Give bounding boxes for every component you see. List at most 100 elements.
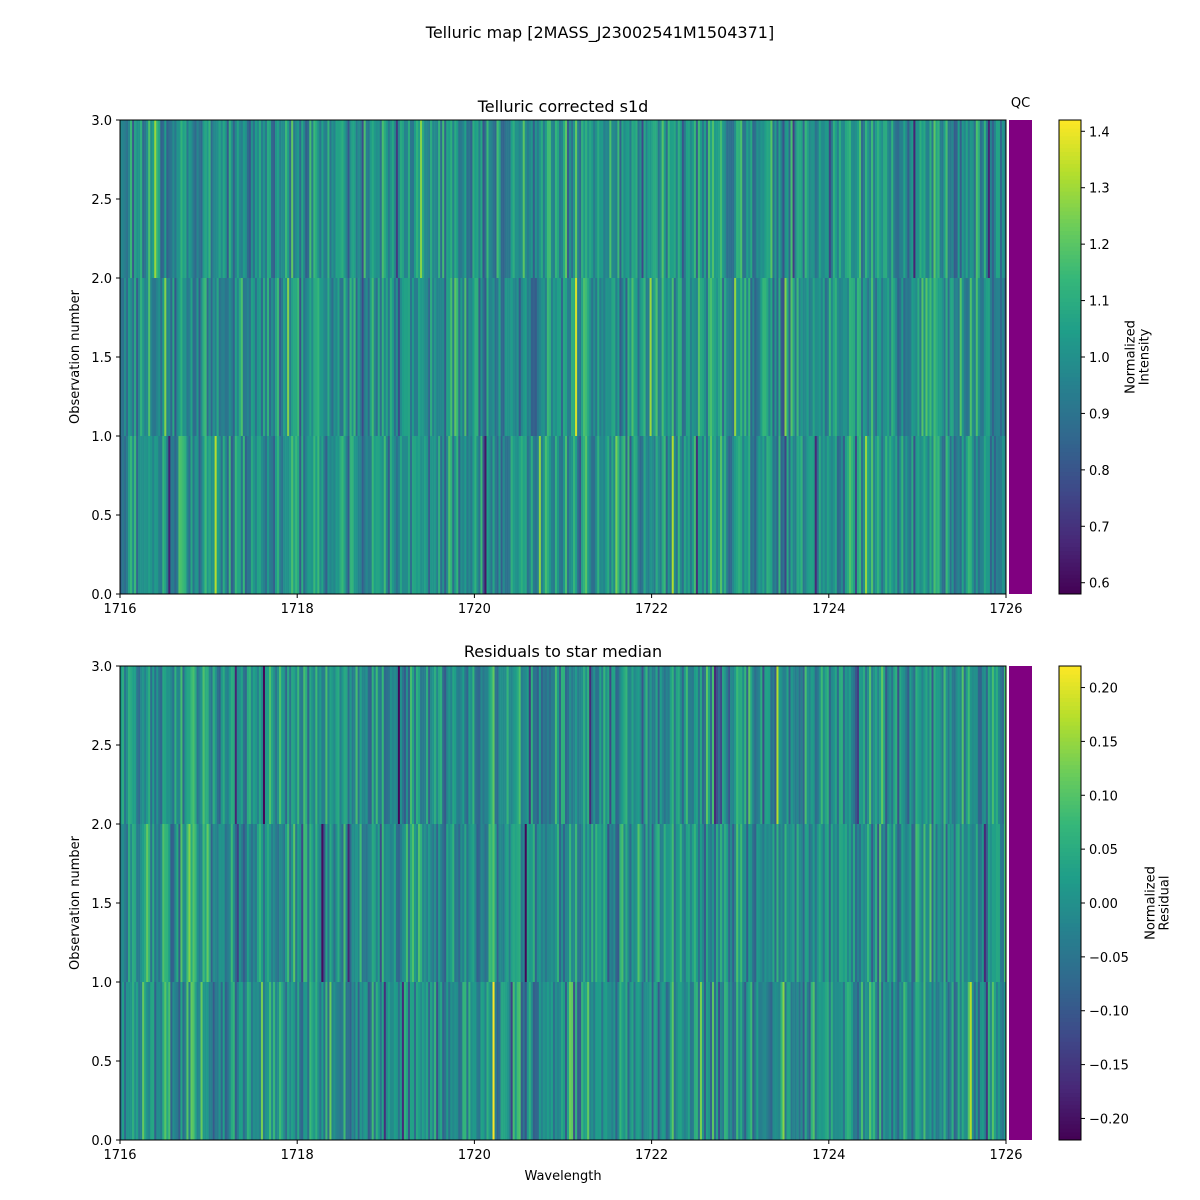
heatmap-cell <box>530 120 534 278</box>
heatmap-cell <box>748 120 751 278</box>
colorbar-segment <box>1059 784 1081 789</box>
heatmap-cell <box>921 666 924 824</box>
heatmap-cell <box>200 278 203 436</box>
heatmap-cell <box>877 982 880 1140</box>
heatmap-cell <box>768 666 771 824</box>
heatmap-cell <box>416 278 419 436</box>
heatmap-cell <box>438 824 441 982</box>
heatmap-cell <box>716 436 719 594</box>
heatmap-cell <box>222 824 226 982</box>
heatmap-cell <box>621 436 624 594</box>
heatmap-cell <box>901 666 904 824</box>
heatmap-cell <box>492 278 495 436</box>
heatmap-cell <box>220 120 223 278</box>
heatmap-cell <box>285 278 288 436</box>
heatmap-cell <box>605 982 608 1140</box>
heatmap-cell <box>850 120 854 278</box>
colorbar-tick-label: 0.9 <box>1089 407 1110 422</box>
heatmap-cell <box>540 120 544 278</box>
heatmap-cell <box>854 982 858 1140</box>
heatmap-cell <box>740 436 743 594</box>
heatmap-cell <box>307 982 310 1140</box>
heatmap-cell <box>150 436 153 594</box>
heatmap-cell <box>591 278 594 436</box>
heatmap-cell <box>512 278 515 436</box>
heatmap-cell <box>363 278 366 436</box>
colorbar-tick-label: −0.05 <box>1089 951 1129 966</box>
heatmap-cell <box>899 824 902 982</box>
heatmap-cell <box>655 982 658 1140</box>
heatmap-cell <box>810 436 813 594</box>
heatmap-cell <box>846 824 850 982</box>
colorbar-segment <box>1059 487 1081 492</box>
heatmap-cell <box>571 436 574 594</box>
heatmap-cell <box>985 666 989 824</box>
heatmap-cell <box>716 278 719 436</box>
heatmap-cell <box>550 120 554 278</box>
heatmap-cell <box>842 436 846 594</box>
heatmap-cell <box>750 982 753 1140</box>
heatmap-cell <box>567 666 570 824</box>
heatmap-cell <box>413 824 417 982</box>
heatmap-cell <box>450 120 453 278</box>
heatmap-cell <box>969 436 973 594</box>
heatmap-cell <box>999 666 1003 824</box>
heatmap-cell <box>1001 120 1005 278</box>
heatmap-cell <box>999 436 1003 594</box>
heatmap-cell <box>258 824 262 982</box>
colorbar-segment <box>1059 439 1081 445</box>
heatmap-cell <box>482 120 485 278</box>
colorbar-segment <box>1059 179 1081 184</box>
heatmap-cell <box>315 824 318 982</box>
heatmap-cell <box>188 666 191 824</box>
heatmap-cell <box>347 824 350 982</box>
heatmap-cell <box>160 436 163 594</box>
heatmap-cell <box>244 436 248 594</box>
heatmap-cell <box>285 824 288 982</box>
heatmap-cell <box>240 982 244 1140</box>
colorbar-segment <box>1059 250 1081 255</box>
heatmap-cell <box>341 982 344 1140</box>
heatmap-cell <box>748 666 751 824</box>
heatmap-cell <box>917 824 920 982</box>
heatmap-cell <box>508 120 511 278</box>
heatmap-cell <box>373 436 377 594</box>
heatmap-cell <box>609 436 612 594</box>
heatmap-cell <box>498 982 501 1140</box>
heatmap-cell <box>764 982 767 1140</box>
heatmap-cell <box>752 824 755 982</box>
heatmap-cell <box>907 824 910 982</box>
heatmap-cell <box>554 824 558 982</box>
heatmap-cell <box>492 824 495 982</box>
heatmap-cell <box>518 824 522 982</box>
heatmap-cell <box>913 278 916 436</box>
heatmap-cell <box>897 824 900 982</box>
heatmap-cell <box>603 436 606 594</box>
colorbar-segment <box>1059 1084 1081 1090</box>
heatmap-cell <box>919 120 922 278</box>
heatmap-cell <box>355 436 358 594</box>
heatmap-cell <box>206 120 209 278</box>
heatmap-cell <box>212 982 215 1140</box>
heatmap-cell <box>929 120 932 278</box>
heatmap-cell <box>468 120 471 278</box>
colorbar-segment <box>1059 748 1081 754</box>
heatmap-cell <box>645 120 648 278</box>
heatmap-cell <box>454 982 457 1140</box>
heatmap-cell <box>528 278 532 436</box>
heatmap-cell <box>891 982 894 1140</box>
heatmap-cell <box>198 436 201 594</box>
heatmap-cell <box>240 436 244 594</box>
heatmap-cell <box>309 436 312 594</box>
heatmap-cell <box>462 120 465 278</box>
heatmap-cell <box>939 666 942 824</box>
heatmap-cell <box>689 278 693 436</box>
heatmap-cell <box>520 120 524 278</box>
colorbar-tick-label: −0.10 <box>1089 1005 1129 1020</box>
heatmap-cell <box>738 120 741 278</box>
heatmap-cell <box>875 120 878 278</box>
heatmap-cell <box>172 436 175 594</box>
heatmap-cell <box>579 666 582 824</box>
colorbar-segment <box>1059 428 1081 433</box>
heatmap-cell <box>126 982 129 1140</box>
